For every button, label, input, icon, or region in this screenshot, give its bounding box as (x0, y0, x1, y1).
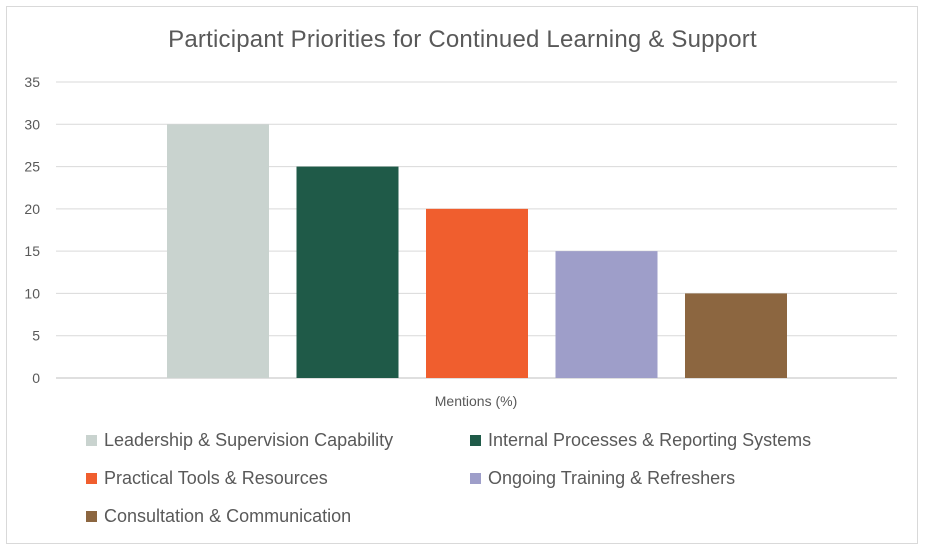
legend-swatch (86, 511, 97, 522)
legend-item: Consultation & Communication (86, 506, 351, 527)
legend-label: Ongoing Training & Refreshers (488, 468, 736, 488)
bar (685, 293, 787, 378)
bar (167, 124, 269, 379)
legend-label: Leadership & Supervision Capability (104, 430, 394, 450)
x-axis-label: Mentions (%) (435, 393, 517, 409)
y-tick-label: 0 (32, 370, 40, 386)
legend-item: Leadership & Supervision Capability (86, 430, 393, 451)
legend-swatch (470, 435, 481, 446)
y-tick-label: 20 (24, 201, 40, 217)
legend-item: Internal Processes & Reporting Systems (470, 430, 811, 451)
y-tick-label: 30 (24, 116, 40, 132)
y-axis-ticks: 0 5 10 15 20 25 30 35 (24, 74, 40, 386)
legend-label: Consultation & Communication (104, 506, 352, 526)
bar (555, 251, 658, 378)
y-tick-label: 10 (24, 285, 40, 301)
y-tick-label: 35 (24, 74, 40, 90)
bar (296, 166, 399, 378)
legend-item: Practical Tools & Resources (86, 468, 328, 489)
legend-swatch (470, 473, 481, 484)
legend-item: Ongoing Training & Refreshers (470, 468, 735, 489)
bar (426, 208, 528, 378)
y-tick-label: 25 (24, 159, 40, 175)
legend-label: Internal Processes & Reporting Systems (488, 430, 812, 450)
legend-swatch (86, 473, 97, 484)
chart-title: Participant Priorities for Continued Lea… (168, 26, 757, 53)
bars (167, 124, 787, 379)
legend-label: Practical Tools & Resources (104, 468, 328, 488)
y-tick-label: 15 (24, 243, 40, 259)
y-tick-label: 5 (32, 328, 40, 344)
legend-swatch (86, 435, 97, 446)
